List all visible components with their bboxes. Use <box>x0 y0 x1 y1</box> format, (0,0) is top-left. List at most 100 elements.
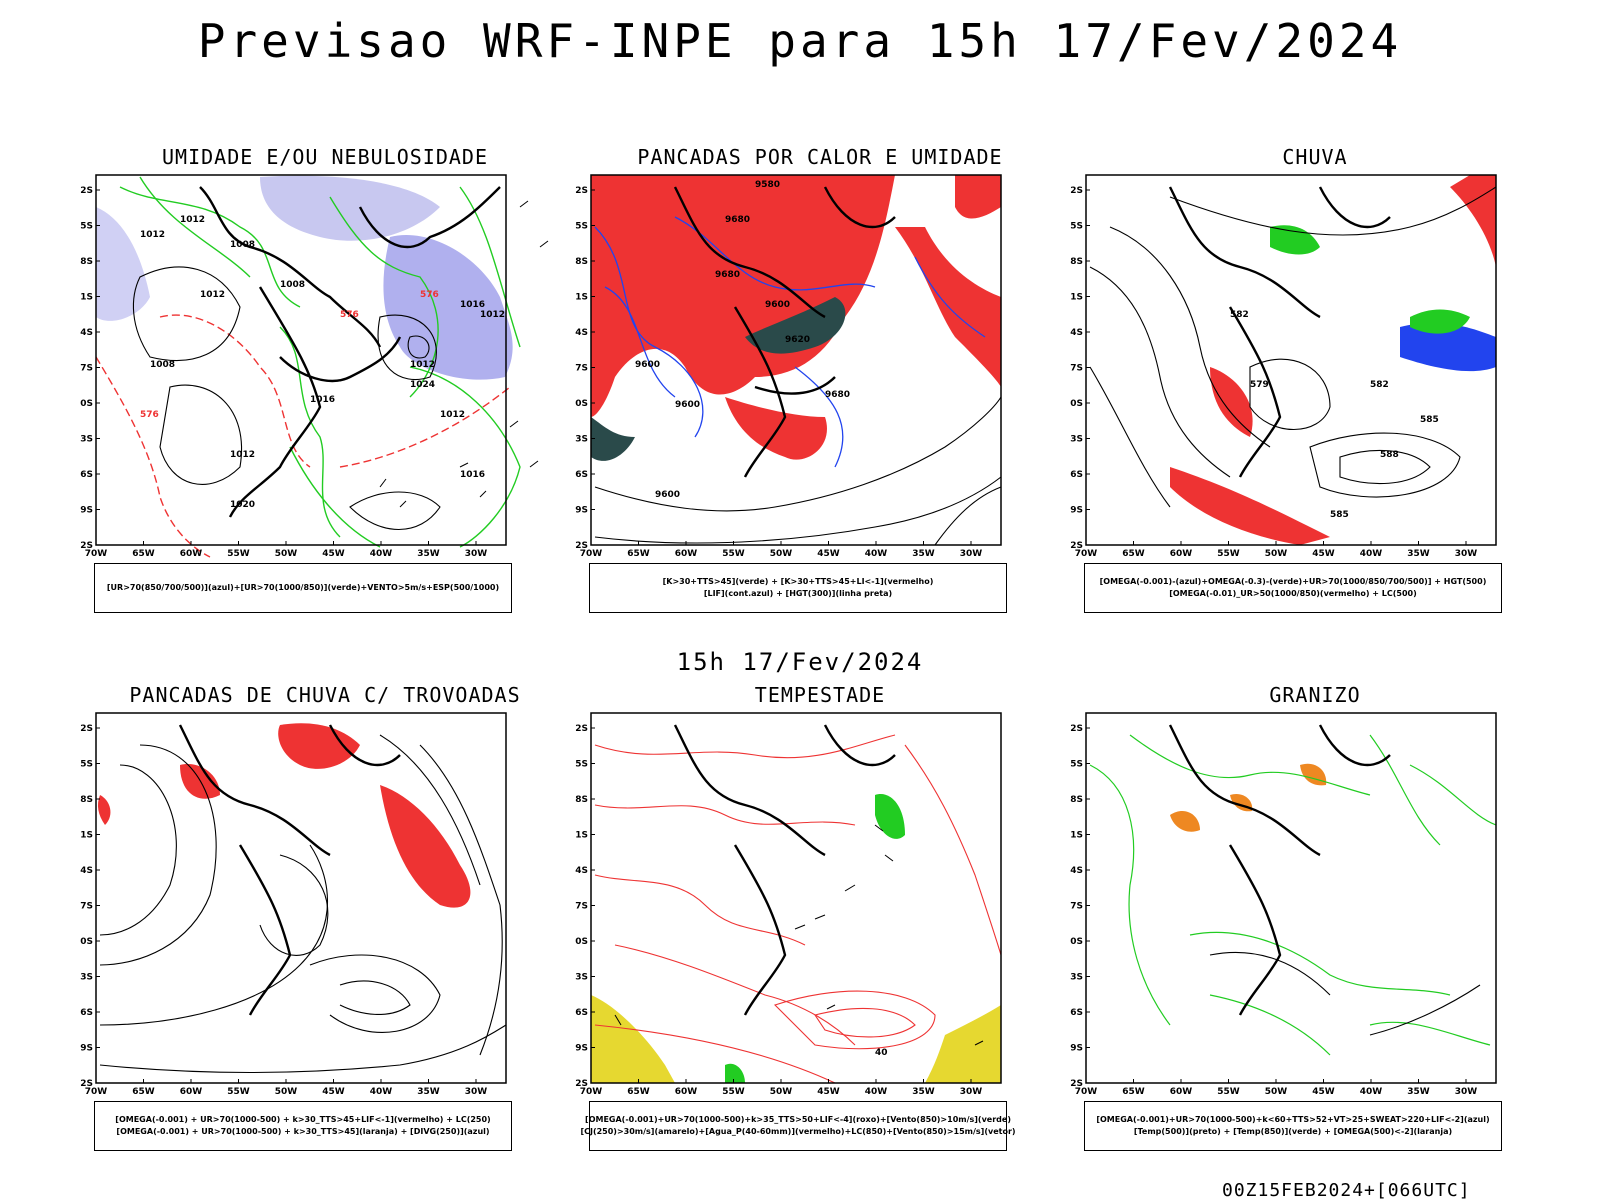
contour-label: 9580 <box>755 180 780 190</box>
panel-title: TEMPESTADE <box>754 683 886 707</box>
lon-tick-label: 65W <box>627 549 650 559</box>
map-frame <box>590 712 1002 1084</box>
lat-tick-label: 27S <box>80 902 93 912</box>
main-title: Previsao WRF-INPE para 15h 17/Fev/2024 <box>197 14 1403 68</box>
map-frame <box>1085 174 1497 546</box>
contour-label: 585 <box>1420 415 1439 425</box>
lon-tick-label: 55W <box>722 1087 745 1097</box>
lat-tick-label: 30S <box>1070 399 1083 409</box>
lon-tick-label: 60W <box>180 1087 203 1097</box>
lon-tick-label: 45W <box>817 1087 840 1097</box>
contour-label: 1012 <box>410 360 435 370</box>
lat-tick-label: 36S <box>1070 470 1083 480</box>
lon-tick-label: 40W <box>370 1087 393 1097</box>
red-dash-contours <box>95 314 511 558</box>
lat-tick-label: 15S <box>575 222 588 232</box>
mid-title: 15h 17/Fev/2024 <box>676 648 924 676</box>
lat-tick-label: 36S <box>80 1008 93 1018</box>
lat-tick-label: 24S <box>1070 866 1083 876</box>
contour-label: 1012 <box>230 450 255 460</box>
lon-tick-label: 50W <box>770 1087 793 1097</box>
panel-title: PANCADAS DE CHUVA C/ TROVOADAS <box>129 683 521 707</box>
lon-tick-label: 40W <box>1360 549 1383 559</box>
panel-legend: [OMEGA(-0.001)+UR>70(1000-500)+k>35_TTS>… <box>580 1101 1016 1151</box>
country-borders <box>673 186 896 478</box>
lat-tick-label: 18S <box>575 795 588 805</box>
lat-tick-label: 12S <box>575 186 588 196</box>
lon-tick-label: 55W <box>1217 1087 1240 1097</box>
contour-label: 9680 <box>825 390 850 400</box>
lon-tick-label: 35W <box>417 1087 440 1097</box>
map-frame <box>95 712 507 1084</box>
lat-tick-label: 21S <box>80 293 93 303</box>
lon-tick-label: 35W <box>1407 549 1430 559</box>
lon-tick-label: 40W <box>1360 1087 1383 1097</box>
lon-tick-label: 30W <box>1455 549 1478 559</box>
map-granizo: 12S 15S 18S 21S 24S 27S 30S 33S 36S 39S 42S70W 65W 6… <box>1070 712 1497 1097</box>
contour-label: 576 <box>340 310 359 320</box>
lat-tick-label: 39S <box>575 1044 588 1054</box>
panel-legend: [OMEGA(-0.001) + UR>70(1000-500) + k>30_… <box>94 1101 512 1151</box>
lon-tick-label: 40W <box>865 549 888 559</box>
contour-label: 1012 <box>200 290 225 300</box>
map-fill-layer <box>1170 763 1327 832</box>
lat-tick-label: 42S <box>575 1079 588 1089</box>
lat-tick-label: 39S <box>1070 1044 1083 1054</box>
streamlines <box>99 734 507 1074</box>
lon-tick-label: 30W <box>1455 1087 1478 1097</box>
panel-title: CHUVA <box>1282 145 1348 169</box>
lon-tick-label: 60W <box>1170 549 1193 559</box>
contour-label: 1008 <box>230 240 255 250</box>
country-borders <box>178 724 401 1016</box>
lon-tick-label: 30W <box>465 1087 488 1097</box>
lat-tick-label: 18S <box>80 795 93 805</box>
temp-contours <box>1209 951 1481 1036</box>
lat-tick-label: 18S <box>1070 257 1083 267</box>
panel-title: GRANIZO <box>1269 683 1361 707</box>
contour-label: 582 <box>1370 380 1389 390</box>
lon-tick-label: 35W <box>912 1087 935 1097</box>
lat-tick-label: 15S <box>1070 760 1083 770</box>
contour-label: 9600 <box>675 400 700 410</box>
lon-tick-label: 70W <box>1075 549 1098 559</box>
lat-tick-label: 36S <box>575 1008 588 1018</box>
lat-tick-label: 33S <box>1070 973 1083 983</box>
contour-label: 582 <box>1230 310 1249 320</box>
lon-tick-label: 45W <box>322 1087 345 1097</box>
panel-title: PANCADAS POR CALOR E UMIDADE <box>637 145 1003 169</box>
contour-label: 1012 <box>180 215 205 225</box>
lat-tick-label: 24S <box>80 328 93 338</box>
isobars <box>132 266 441 530</box>
lat-tick-label: 15S <box>80 222 93 232</box>
lat-tick-label: 33S <box>575 435 588 445</box>
height-contours <box>1089 186 1497 508</box>
contour-label: 1016 <box>460 470 485 480</box>
panel-title: UMIDADE E/OU NEBULOSIDADE <box>161 145 489 169</box>
map-fill-layer <box>97 723 471 908</box>
lat-tick-label: 21S <box>575 831 588 841</box>
lon-tick-label: 45W <box>1312 1087 1335 1097</box>
map-fill-layer <box>591 175 1001 461</box>
map-pancadas-calor: 12S 15S 18S 21S 24S 27S 30S 33S 36S 39S 42S70W 65W 6… <box>575 174 1002 559</box>
lon-tick-label: 35W <box>1407 1087 1430 1097</box>
lon-tick-label: 65W <box>1122 1087 1145 1097</box>
map-trovoadas: 12S 15S 18S 21S 24S 27S 30S 33S 36S 39S 42S70W 65W 6… <box>80 712 507 1097</box>
lon-tick-label: 70W <box>580 1087 603 1097</box>
lat-tick-label: 27S <box>80 364 93 374</box>
lon-tick-label: 35W <box>417 549 440 559</box>
lat-tick-label: 33S <box>80 973 93 983</box>
red-contours <box>594 734 1002 1084</box>
lon-tick-label: 60W <box>1170 1087 1193 1097</box>
contour-label: 1008 <box>150 360 175 370</box>
lat-tick-label: 42S <box>1070 541 1083 551</box>
lon-tick-label: 70W <box>85 1087 108 1097</box>
lon-tick-label: 50W <box>770 549 793 559</box>
contour-label: 1012 <box>440 410 465 420</box>
country-borders <box>199 186 501 518</box>
map-tempestade: 12S 15S 18S 21S 24S 27S 30S 33S 36S 39S 42S70W 65W 6… <box>575 712 1002 1097</box>
contour-label: 9600 <box>635 360 660 370</box>
lat-tick-label: 39S <box>1070 506 1083 516</box>
lon-tick-label: 50W <box>1265 1087 1288 1097</box>
lat-tick-label: 30S <box>575 399 588 409</box>
lon-tick-label: 70W <box>1075 1087 1098 1097</box>
